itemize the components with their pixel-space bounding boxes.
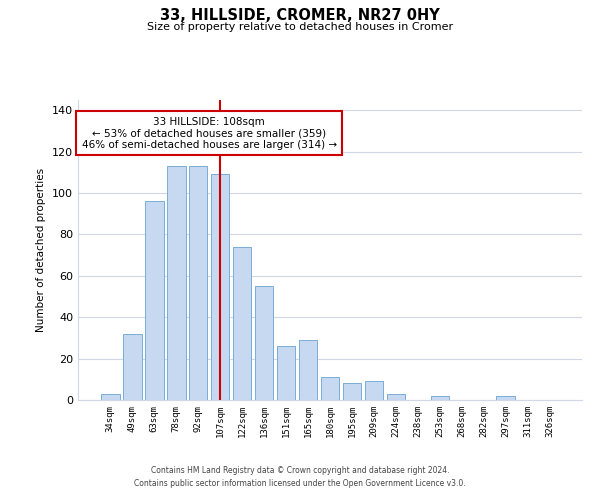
Bar [167, 166, 185, 400]
Bar [233, 247, 251, 400]
Bar [277, 346, 295, 400]
Bar [145, 202, 164, 400]
Bar [101, 394, 119, 400]
Text: Size of property relative to detached houses in Cromer: Size of property relative to detached ho… [147, 22, 453, 32]
Bar [211, 174, 229, 400]
Bar [343, 384, 361, 400]
Bar [189, 166, 208, 400]
Y-axis label: Number of detached properties: Number of detached properties [37, 168, 46, 332]
Bar [299, 340, 317, 400]
Text: Contains HM Land Registry data © Crown copyright and database right 2024.
Contai: Contains HM Land Registry data © Crown c… [134, 466, 466, 487]
Bar [431, 396, 449, 400]
Bar [123, 334, 142, 400]
Text: 33, HILLSIDE, CROMER, NR27 0HY: 33, HILLSIDE, CROMER, NR27 0HY [160, 8, 440, 22]
Bar [496, 396, 515, 400]
Text: 33 HILLSIDE: 108sqm
← 53% of detached houses are smaller (359)
46% of semi-detac: 33 HILLSIDE: 108sqm ← 53% of detached ho… [82, 116, 337, 150]
Bar [320, 377, 340, 400]
Bar [365, 382, 383, 400]
Bar [255, 286, 274, 400]
Bar [386, 394, 405, 400]
